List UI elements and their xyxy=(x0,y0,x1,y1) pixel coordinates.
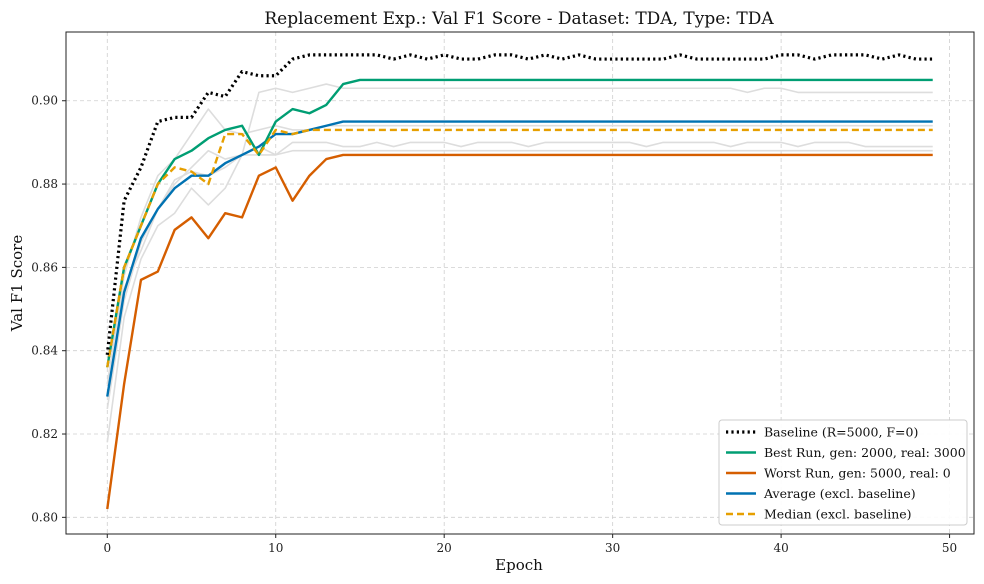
legend-items: Baseline (R=5000, F=0) Best Run, gen: 200… xyxy=(726,425,966,522)
legend-label: Worst Run, gen: 5000, real: 0 xyxy=(764,466,951,481)
y-tick-label: 0.80 xyxy=(31,510,58,524)
background-series-line xyxy=(106,108,933,385)
legend-box xyxy=(718,419,968,526)
legend: Baseline (R=5000, F=0) Best Run, gen: 200… xyxy=(718,419,968,526)
y-tick-label: 0.82 xyxy=(31,427,58,441)
series-line xyxy=(106,128,933,368)
x-tick-label: 20 xyxy=(437,541,452,555)
series-line xyxy=(106,78,933,368)
x-tick-label: 30 xyxy=(605,541,620,555)
legend-label: Best Run, gen: 2000, real: 3000 xyxy=(764,445,966,460)
background-series-line xyxy=(106,149,933,410)
chart-title: Replacement Exp.: Val F1 Score - Dataset… xyxy=(264,9,774,29)
x-tick-label: 50 xyxy=(942,541,957,555)
series-group xyxy=(105,53,933,510)
x-tick-label: 40 xyxy=(773,541,788,555)
x-tick-label: 0 xyxy=(103,541,111,555)
x-axis-ticks: 0 10 20 30 40 50 xyxy=(103,534,957,555)
x-tick-label: 10 xyxy=(268,541,283,555)
background-series-line xyxy=(106,83,933,443)
y-tick-label: 0.88 xyxy=(31,177,58,191)
y-tick-label: 0.90 xyxy=(31,94,58,108)
legend-label: Baseline (R=5000, F=0) xyxy=(764,425,918,440)
series-line xyxy=(105,53,933,356)
legend-label: Average (excl. baseline) xyxy=(763,486,916,501)
series-line xyxy=(106,153,933,510)
y-tick-label: 0.84 xyxy=(31,344,58,358)
series-line xyxy=(106,120,933,397)
plot-frame xyxy=(65,31,975,535)
legend-label: Median (excl. baseline) xyxy=(764,507,912,522)
background-series-group xyxy=(106,83,933,443)
x-axis-title: Epoch xyxy=(495,556,543,574)
y-tick-label: 0.86 xyxy=(31,260,58,274)
y-axis-ticks: 0.80 0.82 0.84 0.86 0.88 0.90 xyxy=(31,94,66,524)
y-axis-title: Val F1 Score xyxy=(8,235,26,333)
